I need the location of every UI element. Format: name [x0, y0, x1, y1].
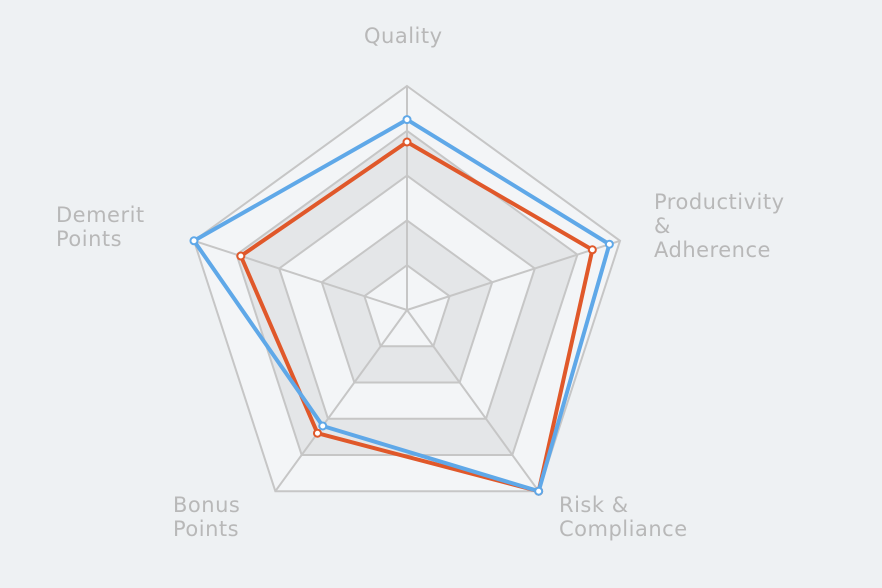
axis-label-productivity: Productivity & Adherence [654, 190, 785, 262]
data-point[interactable] [587, 245, 597, 255]
data-point[interactable] [402, 137, 412, 147]
axis-label-demerit: Demerit Points [56, 203, 145, 251]
data-point[interactable] [402, 115, 412, 125]
data-point[interactable] [189, 236, 199, 246]
grid-spoke [406, 239, 621, 311]
axis-label-risk: Risk & Compliance [559, 493, 688, 541]
grid-spoke [274, 309, 408, 492]
grid-spoke [193, 239, 408, 311]
grid-spokes [193, 86, 621, 492]
data-point[interactable] [236, 251, 246, 261]
data-series [189, 115, 614, 496]
data-point[interactable] [312, 428, 322, 438]
axis-label-bonus: Bonus Points [173, 493, 241, 541]
axis-label-quality: Quality [364, 24, 443, 48]
data-point[interactable] [604, 239, 614, 249]
grid-spoke [406, 309, 540, 492]
data-point[interactable] [534, 486, 544, 496]
data-point[interactable] [318, 421, 328, 431]
series-line [238, 140, 595, 494]
series-line [191, 117, 612, 494]
